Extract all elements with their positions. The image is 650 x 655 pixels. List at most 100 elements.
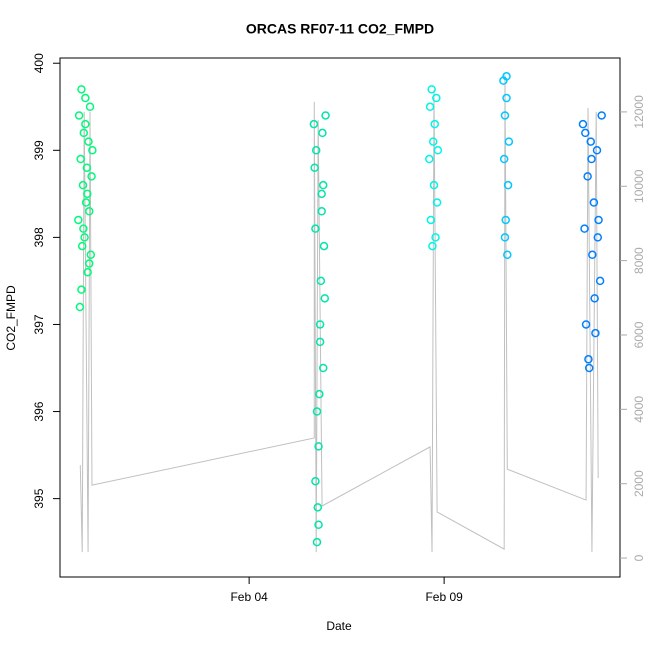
data-point bbox=[502, 93, 511, 103]
data-point bbox=[77, 285, 86, 294]
data-point bbox=[312, 407, 322, 416]
y2-tick-label: 8000 bbox=[632, 247, 646, 274]
data-point bbox=[311, 224, 320, 233]
y2-tick-label: 6000 bbox=[632, 321, 646, 348]
data-point bbox=[77, 241, 87, 251]
data-point bbox=[501, 215, 510, 225]
data-point bbox=[425, 154, 434, 164]
data-point bbox=[587, 154, 596, 164]
data-point bbox=[88, 146, 97, 155]
data-point bbox=[309, 119, 319, 129]
data-point bbox=[313, 503, 323, 512]
data-point bbox=[75, 302, 85, 312]
y-tick-label: 399 bbox=[32, 140, 46, 160]
data-point bbox=[80, 233, 89, 242]
data-point bbox=[76, 154, 85, 164]
data-point bbox=[83, 189, 92, 199]
data-point bbox=[429, 180, 439, 190]
data-point bbox=[77, 85, 86, 94]
data-point bbox=[84, 259, 94, 268]
data-point bbox=[82, 163, 92, 172]
plot-frame bbox=[59, 57, 621, 578]
data-point bbox=[320, 294, 330, 303]
data-point bbox=[87, 172, 96, 181]
x-tick-label: Feb 04 bbox=[230, 590, 268, 604]
data-point bbox=[84, 207, 94, 216]
y2-tick-label: 2000 bbox=[632, 470, 646, 497]
data-point bbox=[581, 128, 590, 138]
data-point bbox=[317, 207, 326, 216]
data-point bbox=[432, 198, 442, 207]
data-point bbox=[433, 146, 443, 155]
data-point bbox=[591, 328, 600, 338]
data-point bbox=[592, 146, 602, 155]
data-point bbox=[83, 267, 92, 277]
data-point bbox=[315, 337, 325, 347]
data-point bbox=[312, 537, 322, 547]
data-point bbox=[78, 180, 88, 190]
data-point bbox=[428, 241, 437, 251]
data-point bbox=[504, 137, 514, 146]
data-point bbox=[318, 180, 328, 190]
data-point bbox=[315, 389, 324, 399]
data-point bbox=[316, 276, 326, 286]
data-point bbox=[321, 111, 330, 120]
data-point bbox=[74, 215, 83, 225]
x-axis-label: Date bbox=[326, 619, 352, 633]
data-point bbox=[319, 241, 329, 251]
data-point bbox=[425, 102, 435, 112]
data-point bbox=[426, 215, 436, 225]
y-tick-label: 397 bbox=[32, 314, 46, 334]
data-point bbox=[79, 224, 88, 233]
data-point bbox=[317, 189, 326, 199]
y2-tick-label: 12000 bbox=[632, 95, 646, 129]
data-point bbox=[500, 111, 510, 120]
data-point bbox=[595, 276, 605, 286]
data-point bbox=[74, 111, 84, 120]
data-point bbox=[580, 224, 589, 233]
data-point bbox=[311, 476, 320, 486]
data-point bbox=[85, 102, 95, 112]
data-point bbox=[428, 137, 438, 146]
data-point bbox=[314, 442, 323, 451]
data-point bbox=[84, 137, 93, 146]
data-point bbox=[581, 320, 591, 329]
y-tick-label: 398 bbox=[32, 227, 46, 247]
data-point bbox=[431, 233, 440, 242]
data-point bbox=[583, 172, 592, 181]
data-point bbox=[594, 215, 603, 225]
y-tick-label: 400 bbox=[32, 53, 46, 73]
data-point bbox=[593, 233, 603, 242]
data-point bbox=[427, 85, 436, 94]
chart-title: ORCAS RF07-11 CO2_FMPD bbox=[246, 21, 434, 37]
y-tick-label: 395 bbox=[32, 488, 46, 508]
data-point bbox=[314, 520, 323, 530]
data-point bbox=[315, 320, 325, 329]
y-axis-label: CO2_FMPD bbox=[4, 285, 18, 351]
data-point bbox=[584, 363, 594, 373]
y2-tick-label: 10000 bbox=[632, 169, 646, 203]
data-point bbox=[500, 233, 510, 242]
data-point bbox=[318, 363, 328, 373]
y2-tick-label: 4000 bbox=[632, 396, 646, 423]
y2-tick-label: 0 bbox=[632, 554, 646, 561]
data-point bbox=[588, 250, 597, 260]
data-point bbox=[311, 146, 321, 155]
data-point bbox=[502, 72, 511, 81]
data-point bbox=[81, 119, 90, 129]
data-point bbox=[432, 93, 441, 103]
y-tick-label: 396 bbox=[32, 401, 46, 421]
data-point bbox=[499, 154, 509, 164]
data-point bbox=[503, 250, 512, 260]
data-point bbox=[503, 180, 513, 190]
data-point bbox=[79, 128, 89, 138]
x-tick-label: Feb 09 bbox=[425, 590, 463, 604]
data-point bbox=[86, 250, 96, 260]
data-point bbox=[318, 128, 327, 138]
data-point bbox=[584, 355, 593, 364]
data-point bbox=[81, 198, 91, 207]
altitude-line bbox=[79, 74, 599, 553]
data-point bbox=[430, 119, 440, 129]
data-point bbox=[589, 198, 599, 207]
